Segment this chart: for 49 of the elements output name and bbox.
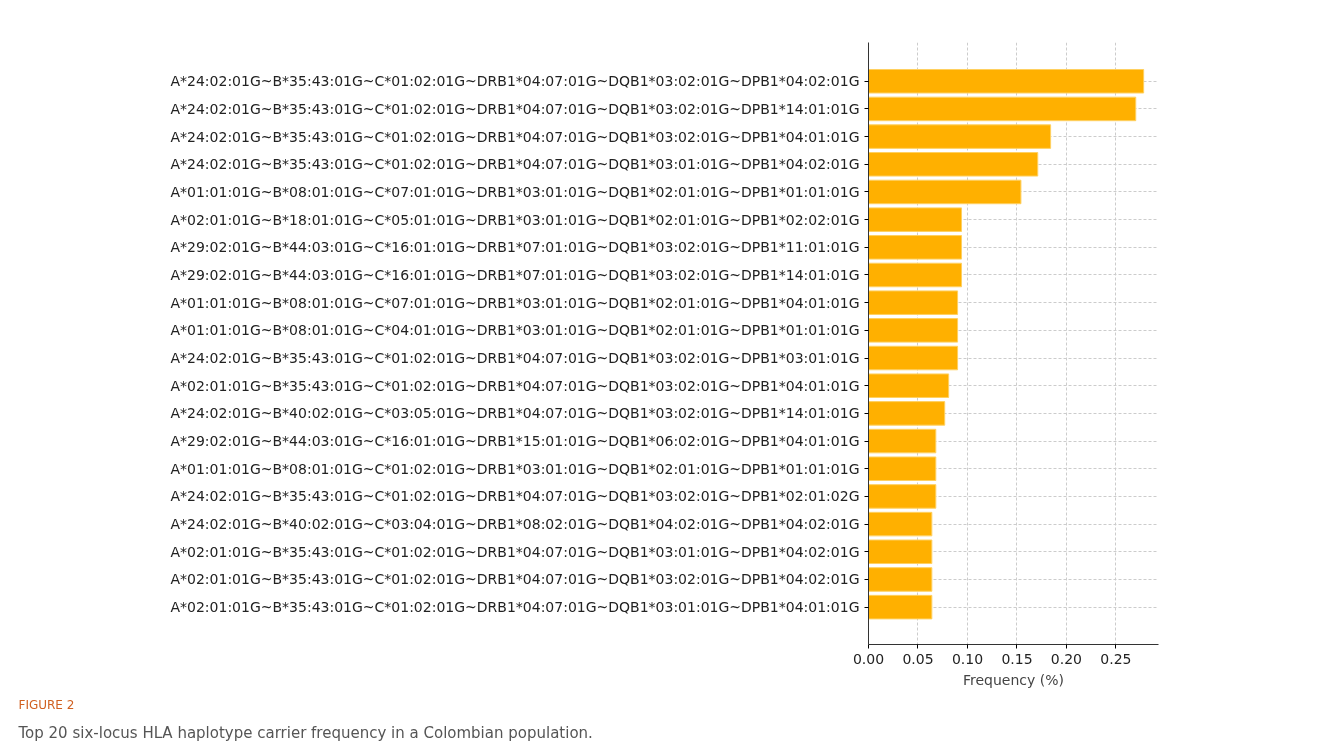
x-tick-label: 0.10 [951, 650, 984, 667]
bar [868, 428, 937, 454]
y-tick-label: A*29:02:01G~B*44:03:01G~C*16:01:01G~DRB1*15:01:01G~DQB1*06:02:01G~DPB1*04:01:01G [170, 433, 860, 450]
bar [868, 179, 1022, 205]
x-tick-label: 0.15 [1001, 650, 1033, 667]
bar [868, 68, 1145, 94]
x-tick-label: 0.25 [1100, 650, 1132, 667]
x-tick-label: 0.20 [1050, 650, 1083, 667]
bar [868, 152, 1039, 177]
y-tick-label: A*01:01:01G~B*08:01:01G~C*01:02:01G~DRB1*03:01:01G~DQB1*02:01:01G~DPB1*01:01:01G [170, 460, 860, 477]
caption: FIGURE 2 [18, 697, 75, 712]
bar [868, 124, 1052, 149]
x-tick-label: 0.00 [852, 650, 885, 667]
y-tick-label: A*01:01:01G~B*08:01:01G~C*04:01:01G~DRB1*03:01:01G~DQB1*02:01:01G~DPB1*01:01:01G [170, 322, 860, 339]
bar [868, 456, 937, 482]
bar [868, 539, 933, 565]
y-tick-label: A*29:02:01G~B*44:03:01G~C*16:01:01G~DRB1*07:01:01G~DQB1*03:02:01G~DPB1*14:01:01G [170, 267, 860, 283]
x-tick-label: 0.05 [902, 650, 934, 667]
y-tick-label: A*29:02:01G~B*44:03:01G~C*16:01:01G~DRB1*07:01:01G~DQB1*03:02:01G~DPB1*11:01:01G [170, 239, 860, 256]
y-tick-label: A*02:01:01G~B*35:43:01G~C*01:02:01G~DRB1*04:07:01G~DQB1*03:02:01G~DPB1*04:01:01G [170, 377, 860, 394]
y-tick-label: A*01:01:01G~B*08:01:01G~C*07:01:01G~DRB1*03:01:01G~DQB1*02:01:01G~DPB1*01:01:01G [170, 183, 860, 200]
text: Top 20 six-locus HLA haplotype carrier frequency in a Colombian population. [17, 723, 593, 742]
bar [868, 235, 963, 260]
bar [868, 484, 937, 509]
y-tick-label: A*24:02:01G~B*40:02:01G~C*03:05:01G~DRB1*04:07:01G~DQB1*03:02:01G~DPB1*14:01:01G [170, 405, 860, 422]
y-tick-label: A*24:02:01G~B*35:43:01G~C*01:02:01G~DRB1*04:07:01G~DQB1*03:02:01G~DPB1*03:01:01G [170, 350, 860, 367]
x-axis-title: Frequency (%) [963, 671, 1065, 688]
bar [868, 96, 1137, 122]
bar [868, 594, 933, 620]
bar [868, 373, 950, 398]
y-tick-label: A*24:02:01G~B*35:43:01G~C*01:02:01G~DRB1*04:07:01G~DQB1*03:02:01G~DPB1*14:01:01G [170, 100, 860, 117]
y-tick-label: A*24:02:01G~B*35:43:01G~C*01:02:01G~DRB1*04:07:01G~DQB1*03:01:01G~DPB1*04:02:01G [170, 156, 860, 173]
y-tick-label: A*02:01:01G~B*35:43:01G~C*01:02:01G~DRB1*04:07:01G~DQB1*03:01:01G~DPB1*04:01:01G [170, 599, 860, 616]
y-tick-label: A*24:02:01G~B*35:43:01G~C*01:02:01G~DRB1*04:07:01G~DQB1*03:02:01G~DPB1*04:02:01G [170, 73, 860, 90]
y-tick-label: A*02:01:01G~B*35:43:01G~C*01:02:01G~DRB1*04:07:01G~DQB1*03:02:01G~DPB1*04:02:01G [170, 571, 860, 588]
y-tick-label: A*02:01:01G~B*18:01:01G~C*05:01:01G~DRB1*03:01:01G~DQB1*02:01:01G~DPB1*02:02:01G [170, 211, 860, 228]
bar [868, 207, 963, 232]
bar [868, 401, 946, 426]
bar [868, 290, 959, 315]
bar [868, 567, 933, 592]
bar [868, 511, 933, 537]
bar [868, 345, 959, 371]
bar [868, 262, 963, 288]
y-tick-label: A*24:02:01G~B*40:02:01G~C*03:04:01G~DRB1*08:02:01G~DQB1*04:02:01G~DPB1*04:02:01G [170, 516, 860, 533]
y-tick-label: A*24:02:01G~B*35:43:01G~C*01:02:01G~DRB1*04:07:01G~DQB1*03:02:01G~DPB1*02:01:02G [170, 488, 860, 505]
y-tick-label: A*02:01:01G~B*35:43:01G~C*01:02:01G~DRB1*04:07:01G~DQB1*03:01:01G~DPB1*04:02:01G [170, 543, 860, 560]
bar [868, 318, 959, 343]
y-tick-label: A*24:02:01G~B*35:43:01G~C*01:02:01G~DRB1*04:07:01G~DQB1*03:02:01G~DPB1*04:01:01G [170, 128, 860, 145]
y-tick-label: A*01:01:01G~B*08:01:01G~C*07:01:01G~DRB1*03:01:01G~DQB1*02:01:01G~DPB1*04:01:01G [170, 294, 860, 311]
